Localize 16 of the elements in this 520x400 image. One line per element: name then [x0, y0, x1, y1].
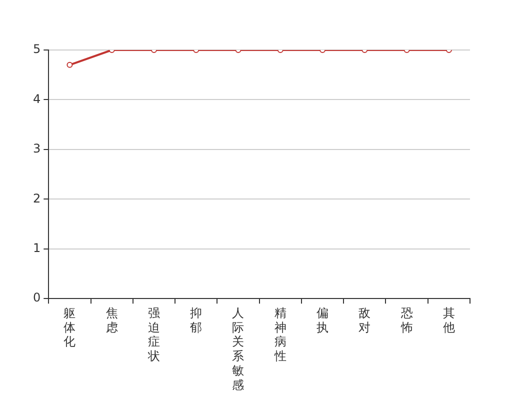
- x-tick-label: 精神病性: [273, 306, 286, 364]
- x-tick-label: 焦虑: [106, 306, 118, 334]
- x-tick-label: 强迫症状: [146, 306, 160, 364]
- x-tick-label: 恐怖: [400, 306, 413, 334]
- x-tick-label: 抑郁: [190, 306, 202, 334]
- y-tick-label: 5: [32, 42, 41, 56]
- x-tick-label: 敌对: [358, 306, 371, 334]
- x-tick-label: 偏执: [316, 306, 329, 334]
- y-tick-label: 1: [32, 241, 41, 256]
- x-tick-label: 躯体化: [64, 306, 76, 349]
- x-tick-label: 其他: [442, 306, 455, 334]
- y-tick-label: 0: [32, 290, 41, 305]
- x-tick-label: 人际关系敏感: [232, 306, 244, 392]
- y-tick-label: 3: [32, 142, 41, 156]
- y-tick-label: 2: [32, 191, 41, 206]
- y-tick-label: 4: [32, 92, 41, 106]
